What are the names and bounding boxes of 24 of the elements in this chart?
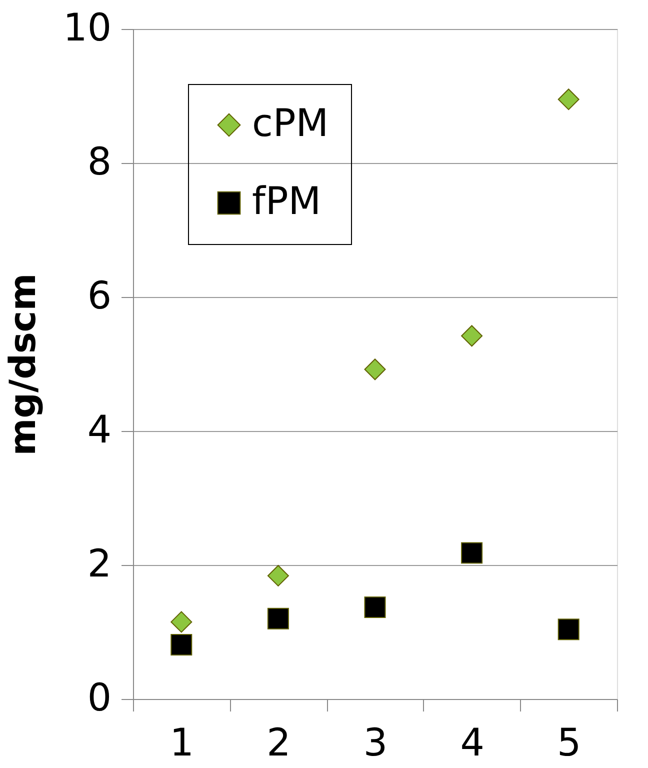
point (364, 358, 386, 380)
point (558, 88, 580, 110)
y-tick-label: 4 (87, 408, 112, 452)
x-tick-label: 4 (460, 720, 484, 764)
legend-label: fPM (252, 179, 322, 223)
y-tick-label: 6 (87, 274, 112, 318)
y-tick-label: 8 (87, 140, 112, 184)
x-tick-label: 3 (363, 720, 388, 764)
y-tick-label: 10 (63, 6, 112, 50)
point (461, 325, 483, 347)
legend-label: cPM (252, 101, 329, 145)
point (170, 611, 192, 633)
y-axis-title: mg/dscm (3, 273, 44, 456)
x-tick-label: 1 (170, 720, 194, 764)
y-tick-label: 2 (87, 542, 112, 586)
point (558, 618, 580, 640)
point (267, 608, 289, 630)
x-tick-label: 5 (557, 720, 582, 764)
x-tick-label: 2 (266, 720, 291, 764)
point (267, 564, 289, 586)
y-tick-label: 0 (87, 676, 112, 720)
point (170, 634, 192, 656)
point (364, 596, 386, 618)
point (461, 542, 483, 564)
